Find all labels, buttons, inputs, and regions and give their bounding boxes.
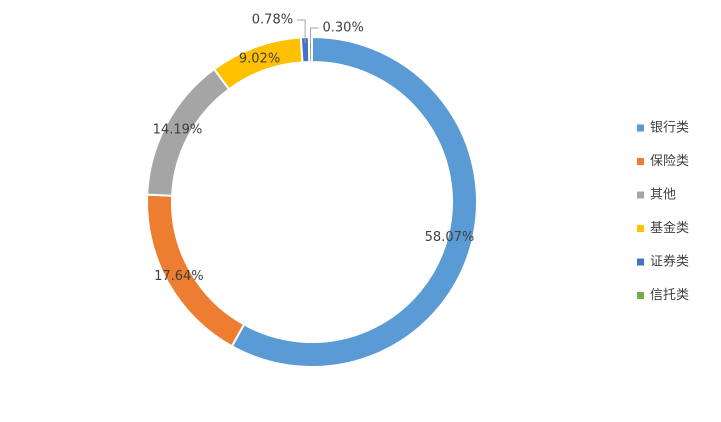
legend-label: 基金类: [650, 220, 689, 236]
leader-line: [310, 27, 319, 44]
legend-label: 信托类: [650, 288, 689, 303]
data-label: 14.19%: [153, 123, 203, 138]
legend-swatch: [637, 158, 644, 165]
legend-label: 银行类: [650, 121, 689, 136]
legend-label: 其他: [650, 188, 676, 203]
legend-swatch: [637, 292, 644, 299]
legend-swatch: [637, 124, 644, 132]
legend-swatch: [637, 225, 644, 232]
legend-swatch: [637, 191, 644, 199]
data-label: 0.30%: [323, 21, 364, 36]
data-label: 9.02%: [239, 51, 280, 66]
legend-label: 保险类: [650, 154, 689, 169]
donut-slice: [230, 35, 478, 368]
data-label: 58.07%: [425, 230, 475, 245]
leader-line: [297, 19, 306, 44]
data-label: 0.78%: [252, 13, 293, 28]
data-label: 17.64%: [154, 269, 204, 284]
legend-swatch: [637, 258, 644, 266]
legend-label: 证券类: [650, 254, 689, 270]
donut-slice: [307, 35, 313, 64]
